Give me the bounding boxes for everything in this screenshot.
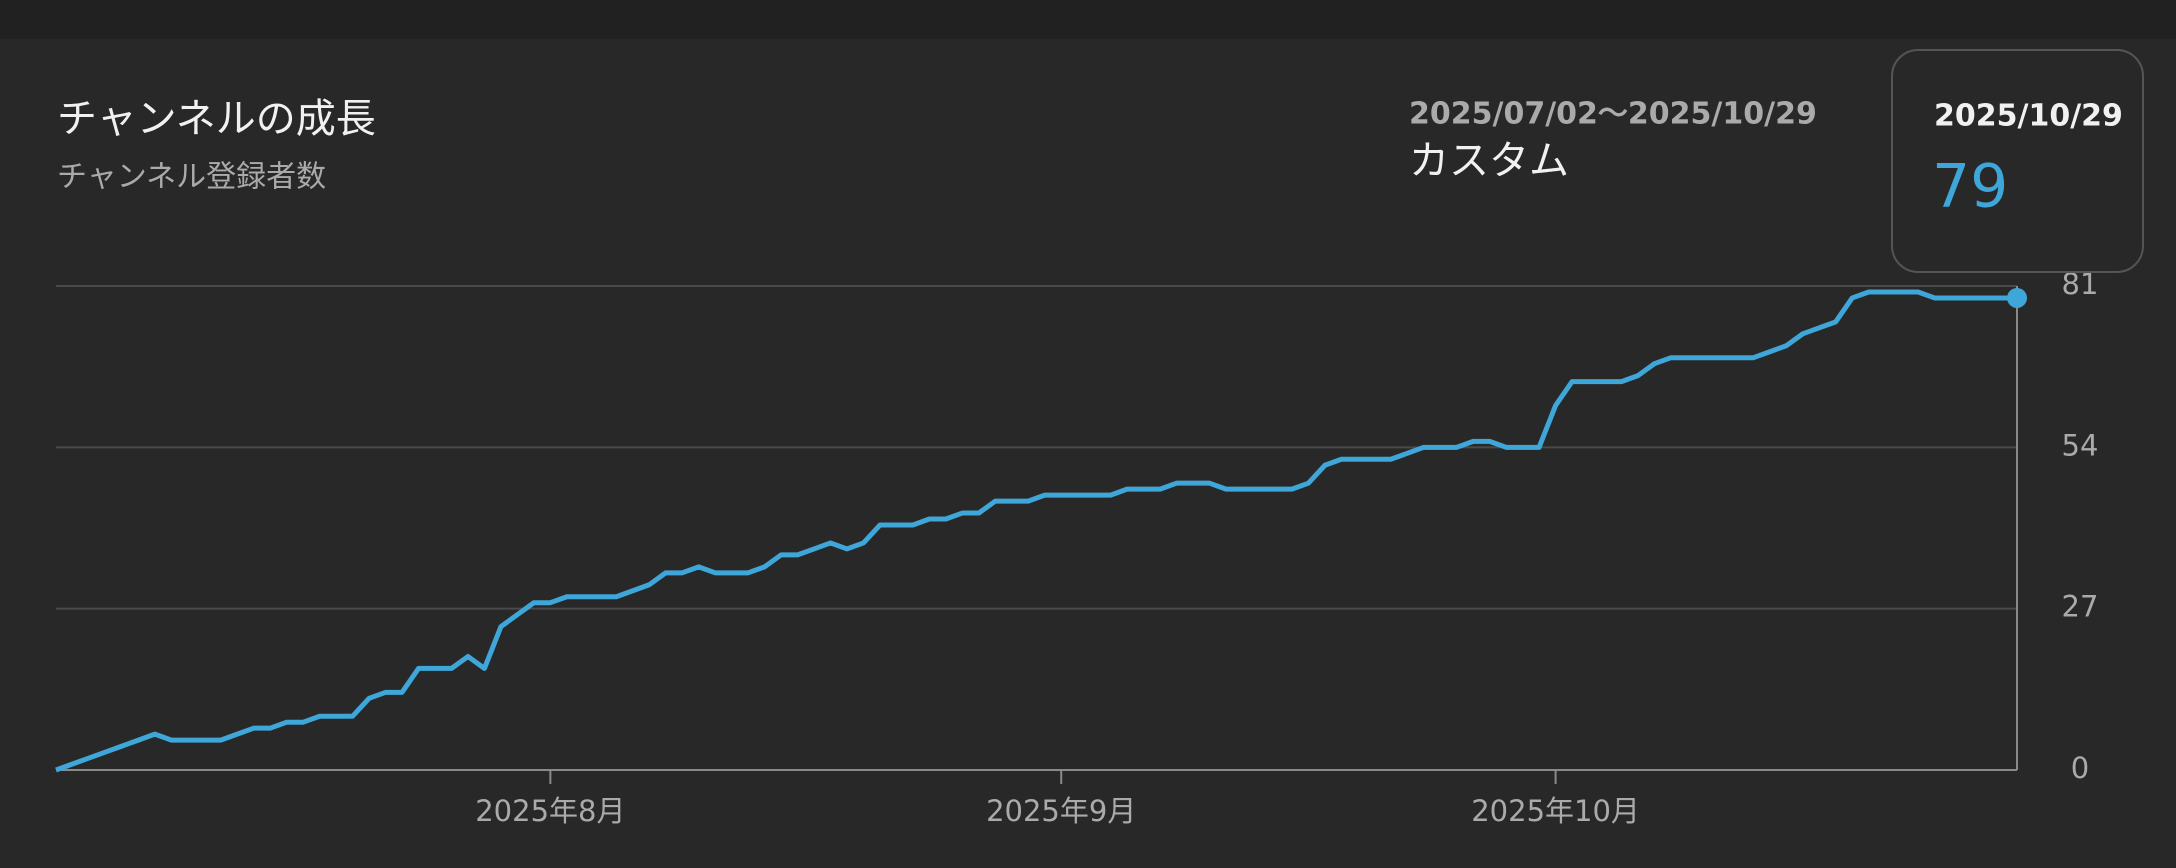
date-range[interactable]: 2025/07/02〜2025/10/29	[1409, 97, 1817, 132]
x-tick-label: 2025年8月	[475, 794, 625, 828]
y-tick-label: 27	[2062, 590, 2099, 624]
y-tick-label: 54	[2062, 428, 2099, 462]
tooltip: 2025/10/29 79	[1891, 49, 2144, 273]
period-selector[interactable]: カスタム	[1409, 138, 1569, 184]
top-bar	[0, 0, 2176, 39]
x-tick-label: 2025年10月	[1471, 794, 1640, 828]
x-tick-label: 2025年9月	[986, 794, 1136, 828]
title: チャンネルの成長	[57, 96, 376, 142]
subtitle: チャンネル登録者数	[57, 160, 326, 195]
tooltip-value: 79	[1932, 152, 2008, 222]
tooltip-box	[1891, 49, 2144, 273]
y-tick-label: 0	[2071, 751, 2089, 785]
hover-point	[2007, 287, 2027, 308]
series-line	[55, 289, 2017, 773]
tooltip-date: 2025/10/29	[1934, 99, 2123, 134]
